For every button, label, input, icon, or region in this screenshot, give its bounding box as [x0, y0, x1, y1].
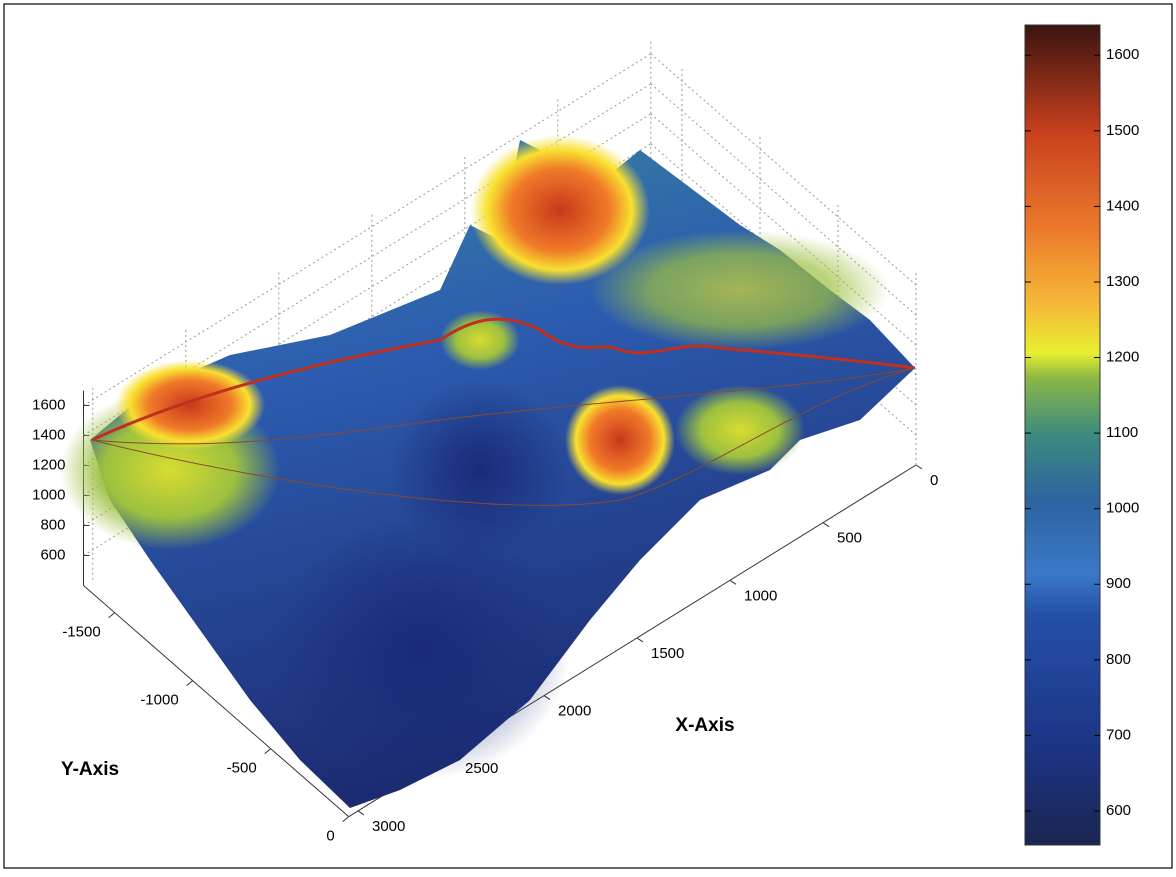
x-tick — [730, 580, 736, 584]
x-tick-label: 2500 — [465, 760, 498, 777]
y-tick-label: -1000 — [140, 692, 178, 709]
z-tick-label: 1600 — [32, 396, 65, 413]
z-tick-label: 600 — [40, 546, 65, 563]
x-tick-label: 1000 — [744, 587, 777, 604]
x-tick-label: 1500 — [651, 645, 684, 662]
z-tick-label: 1400 — [32, 426, 65, 443]
y-tick — [187, 681, 193, 686]
x-tick — [823, 523, 829, 527]
y-tick-label: -500 — [227, 760, 257, 777]
colorbar-tick-label: 1000 — [1106, 500, 1139, 517]
colorbar-tick-label: 1400 — [1106, 197, 1139, 214]
x-tick — [358, 811, 364, 815]
colorbar-tick-label: 1100 — [1106, 424, 1138, 441]
z-tick-label: 800 — [40, 516, 65, 533]
x-tick — [916, 465, 922, 469]
colorbar-tick-label: 700 — [1106, 726, 1131, 743]
x-tick-label: 0 — [930, 472, 938, 489]
colorbar-tick-label: 600 — [1106, 802, 1131, 819]
y-axis-label: Y-Axis — [61, 759, 119, 780]
surface — [60, 135, 915, 808]
y-tick — [109, 613, 115, 618]
colorbar — [1025, 25, 1100, 845]
x-tick-label: 500 — [837, 530, 862, 547]
colorbar-tick-label: 1600 — [1106, 46, 1139, 63]
x-tick — [637, 638, 643, 642]
x-tick-label: 2000 — [558, 703, 591, 720]
y-tick-label: -1500 — [62, 624, 100, 641]
x-axis-label: X-Axis — [675, 715, 734, 736]
colorbar-tick-label: 1500 — [1106, 122, 1139, 139]
colorbar-tick-label: 1200 — [1106, 349, 1139, 366]
y-tick-label: 0 — [326, 828, 334, 845]
y-tick — [265, 749, 271, 754]
y-tick — [343, 817, 349, 822]
z-tick-label: 1000 — [32, 486, 65, 503]
colorbar-tick-label: 900 — [1106, 575, 1131, 592]
colorbar-tick-label: 800 — [1106, 651, 1131, 668]
chart: X-Axis Y-Axis 0 500 1000 1500 2000 2500 3000 -1… — [0, 0, 1176, 872]
x-tick-label: 3000 — [372, 818, 405, 835]
z-tick-label: 1200 — [32, 456, 65, 473]
colorbar-tick-label: 1300 — [1106, 273, 1139, 290]
